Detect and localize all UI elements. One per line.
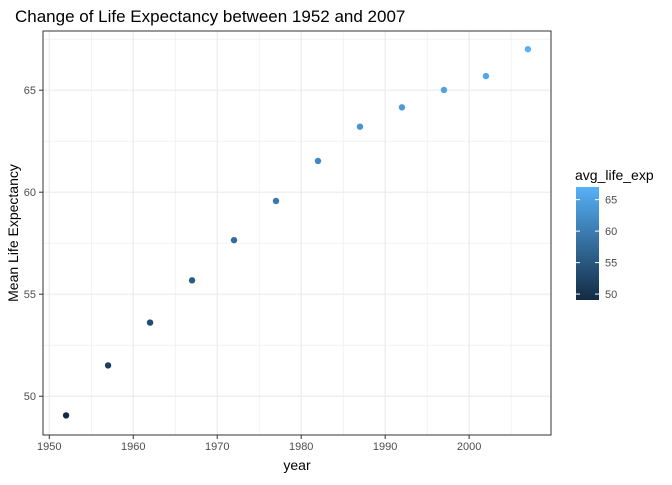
grid-lines	[43, 31, 551, 435]
data-point	[272, 197, 280, 205]
y-axis-label: Mean Life Expectancy	[5, 164, 21, 302]
data-point	[440, 86, 448, 94]
data-point	[356, 123, 364, 130]
y-tick-label: 65	[24, 85, 36, 97]
legend-ticks: 50 55 60 65	[576, 195, 617, 301]
data-point	[104, 362, 112, 369]
legend-tick-label: 60	[605, 226, 617, 238]
y-tick-label: 55	[24, 289, 36, 301]
y-axis: 50 55 60 65	[24, 85, 43, 403]
x-tick-label: 1990	[373, 441, 397, 453]
legend-color-bar	[576, 187, 599, 300]
data-point	[482, 72, 490, 80]
x-axis: 1950 1960 1970 1980 1990 2000	[37, 435, 481, 453]
y-tick-label: 60	[24, 187, 36, 199]
data-points	[62, 45, 532, 419]
data-point	[314, 157, 322, 165]
legend: avg_life_exp 50 55 60 65	[575, 167, 654, 301]
data-point	[146, 319, 154, 326]
x-tick-label: 1980	[289, 441, 313, 453]
x-tick-label: 1960	[121, 441, 145, 453]
chart-title: Change of Life Expectancy between 1952 a…	[15, 7, 405, 26]
y-tick-label: 50	[24, 391, 36, 403]
x-tick-label: 1970	[205, 441, 229, 453]
data-point	[230, 236, 238, 244]
legend-tick-label: 50	[605, 289, 617, 301]
data-point	[398, 104, 406, 111]
data-point	[188, 277, 196, 284]
panel-border	[42, 30, 552, 436]
legend-tick-label: 65	[605, 195, 617, 207]
data-point	[62, 412, 70, 419]
legend-tick-label: 55	[605, 258, 617, 270]
x-tick-label: 2000	[457, 441, 481, 453]
data-point	[524, 45, 532, 53]
x-tick-label: 1950	[37, 441, 61, 453]
x-axis-label: year	[283, 457, 311, 473]
legend-title: avg_life_exp	[575, 167, 654, 183]
